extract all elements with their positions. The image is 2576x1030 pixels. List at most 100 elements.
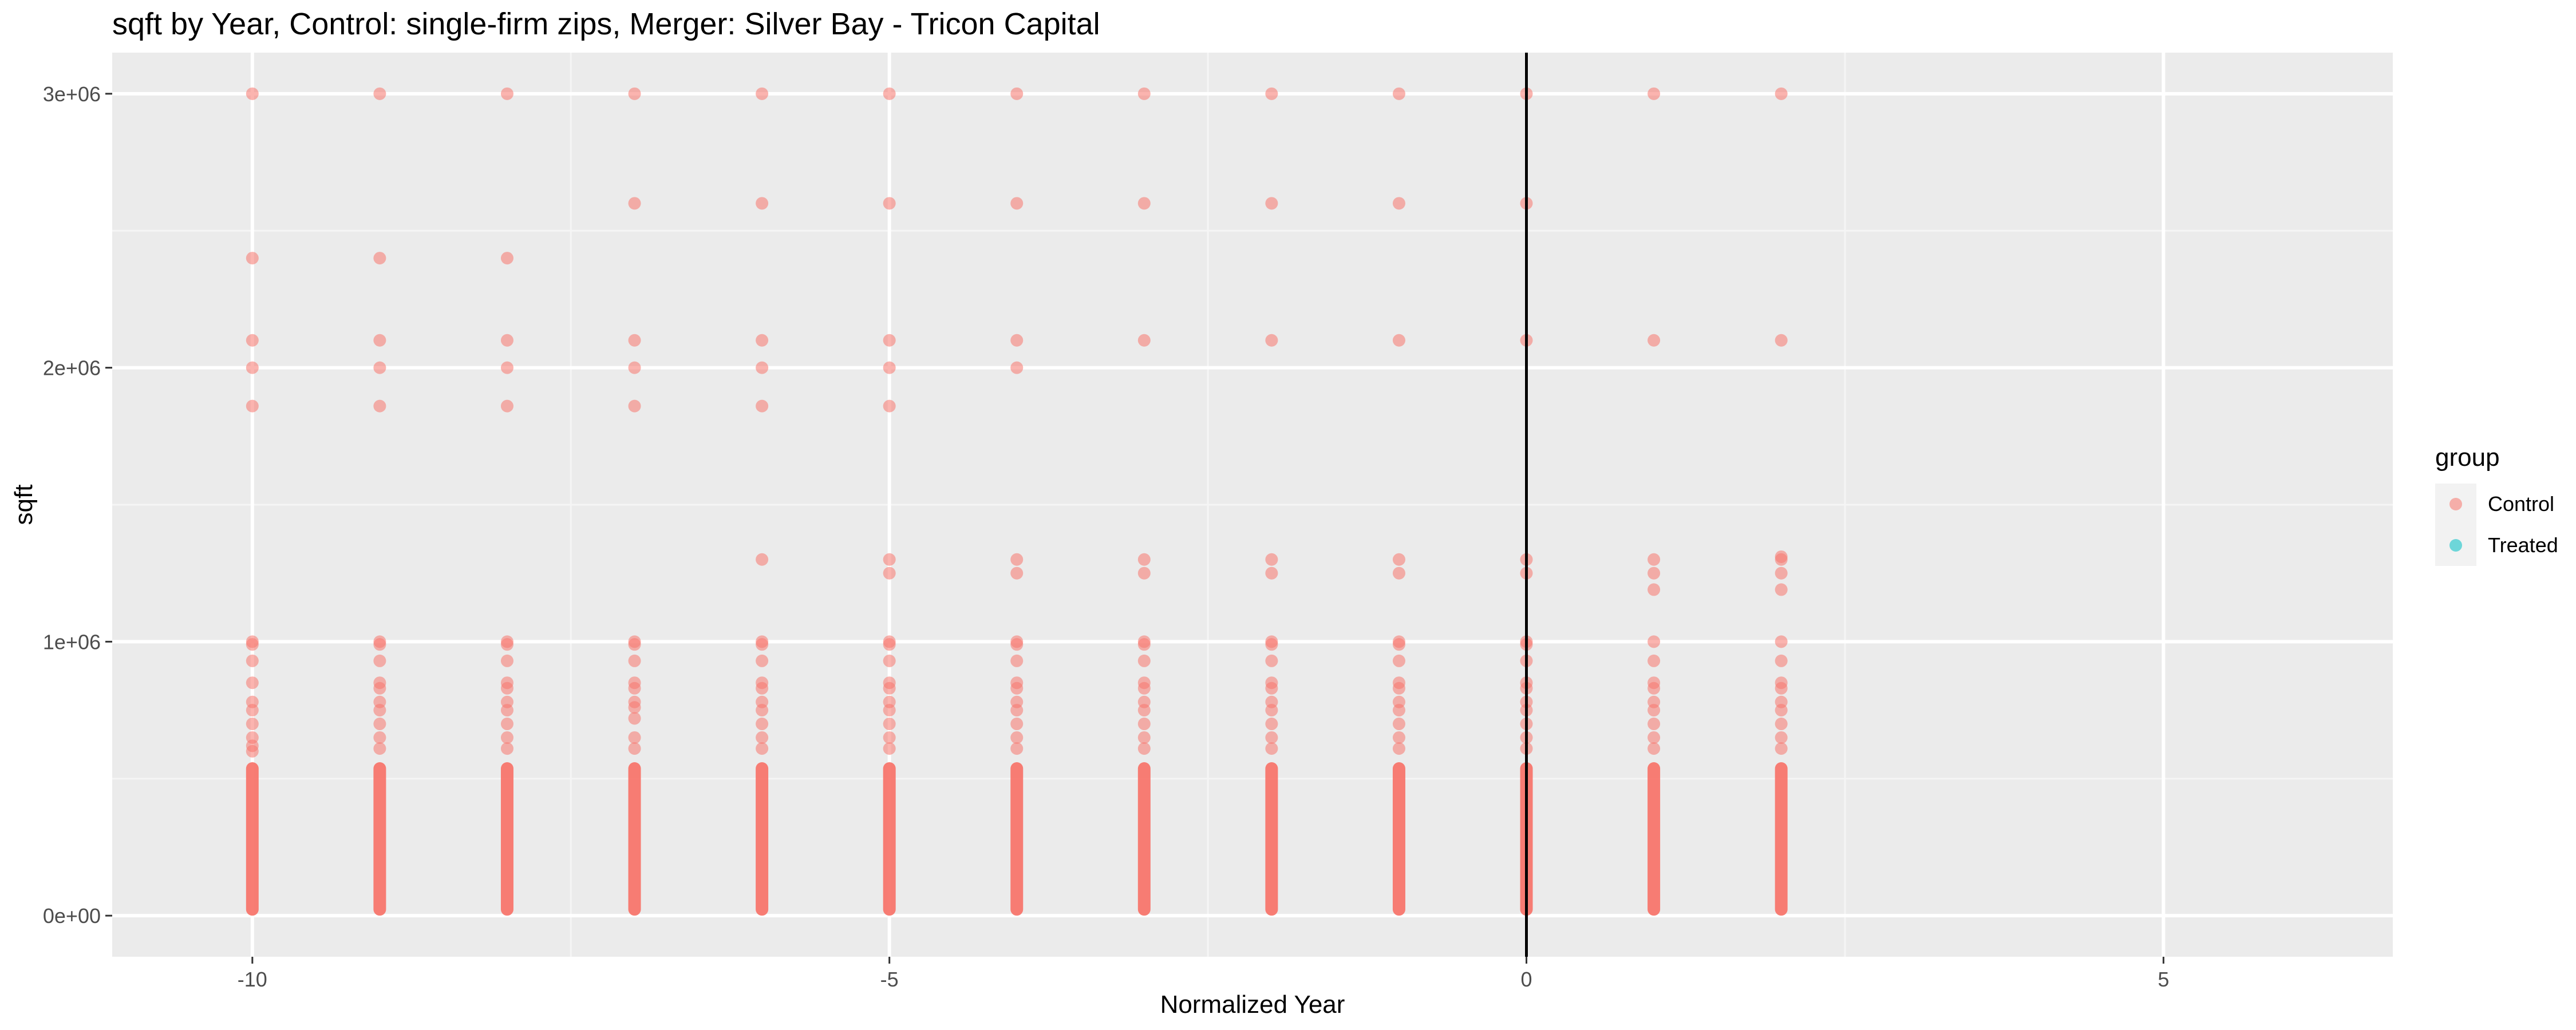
- data-point: [1137, 682, 1151, 695]
- chart-title: sqft by Year, Control: single-firm zips,…: [112, 7, 1100, 41]
- data-point: [1010, 553, 1024, 566]
- data-point: [1137, 553, 1151, 566]
- data-point: [500, 731, 513, 744]
- data-point: [1775, 682, 1788, 695]
- data-point: [628, 638, 641, 651]
- y-axis: 0e+00 1e+06 2e+06 3e+06: [43, 82, 112, 928]
- data-point: [1647, 87, 1661, 100]
- data-point: [756, 87, 769, 100]
- data-point: [500, 704, 513, 717]
- data-point: [1775, 334, 1788, 347]
- dense-point-band: [500, 762, 513, 916]
- data-point: [756, 334, 769, 347]
- data-point: [883, 553, 896, 566]
- data-point: [373, 252, 386, 265]
- data-point: [883, 742, 896, 755]
- data-point: [756, 718, 769, 731]
- data-point: [246, 744, 259, 758]
- data-point: [756, 197, 769, 210]
- x-tick-label: 5: [2158, 968, 2169, 991]
- data-point: [246, 638, 259, 651]
- data-point: [1265, 638, 1278, 651]
- data-point: [1265, 553, 1278, 566]
- data-point: [1392, 566, 1405, 580]
- data-point: [883, 566, 896, 580]
- data-point: [1647, 704, 1661, 717]
- data-point: [246, 252, 259, 265]
- data-point: [246, 676, 259, 690]
- data-point: [1010, 654, 1024, 667]
- data-point: [373, 718, 386, 731]
- data-point: [1647, 718, 1661, 731]
- data-point: [1647, 583, 1661, 596]
- data-point: [500, 718, 513, 731]
- data-point: [1392, 638, 1405, 651]
- data-point: [756, 399, 769, 413]
- data-point: [1137, 742, 1151, 755]
- data-point: [1010, 334, 1024, 347]
- data-point: [500, 361, 513, 374]
- data-point: [883, 704, 896, 717]
- data-point: [500, 654, 513, 667]
- data-point: [246, 718, 259, 731]
- y-tick-label: 2e+06: [43, 356, 101, 380]
- dense-point-band: [1647, 762, 1661, 916]
- data-point: [628, 334, 641, 347]
- dense-point-band: [1392, 762, 1405, 916]
- data-point: [500, 742, 513, 755]
- data-point: [373, 654, 386, 667]
- data-point: [883, 718, 896, 731]
- data-point: [1010, 682, 1024, 695]
- data-point: [1775, 654, 1788, 667]
- data-point: [373, 742, 386, 755]
- data-point: [628, 654, 641, 667]
- legend: group Control Treated: [2435, 443, 2558, 566]
- dense-point-band: [246, 762, 259, 916]
- data-point: [628, 701, 641, 714]
- data-point: [1010, 87, 1024, 100]
- data-point: [1647, 553, 1661, 566]
- x-tick-label: -5: [880, 968, 899, 991]
- data-point: [1392, 197, 1405, 210]
- data-point: [500, 252, 513, 265]
- data-point: [1647, 742, 1661, 755]
- dense-point-band: [1137, 762, 1151, 916]
- dense-point-band: [1010, 762, 1024, 916]
- data-point: [246, 87, 259, 100]
- dense-point-band: [1265, 762, 1278, 916]
- data-point: [1392, 553, 1405, 566]
- data-point: [500, 334, 513, 347]
- data-point: [1775, 553, 1788, 566]
- data-point: [1647, 635, 1661, 648]
- data-point: [628, 731, 641, 744]
- data-point: [1265, 718, 1278, 731]
- data-point: [1010, 742, 1024, 755]
- data-point: [628, 197, 641, 210]
- data-point: [756, 553, 769, 566]
- dense-point-band: [373, 762, 386, 916]
- data-point: [246, 704, 259, 717]
- data-point: [1137, 334, 1151, 347]
- dense-point-band: [756, 762, 769, 916]
- data-point: [1775, 583, 1788, 596]
- data-point: [500, 399, 513, 413]
- data-point: [1010, 361, 1024, 374]
- data-point: [628, 682, 641, 695]
- data-point: [756, 731, 769, 744]
- legend-marker-treated: [2449, 539, 2462, 552]
- data-point: [1265, 682, 1278, 695]
- data-point: [1137, 566, 1151, 580]
- legend-title: group: [2435, 443, 2500, 472]
- data-point: [1775, 566, 1788, 580]
- data-point: [1775, 87, 1788, 100]
- data-point: [1265, 87, 1278, 100]
- data-point: [373, 361, 386, 374]
- data-point: [1137, 638, 1151, 651]
- data-point: [1647, 654, 1661, 667]
- data-point: [500, 638, 513, 651]
- data-point: [628, 399, 641, 413]
- data-point: [246, 654, 259, 667]
- data-point: [246, 399, 259, 413]
- data-point: [883, 361, 896, 374]
